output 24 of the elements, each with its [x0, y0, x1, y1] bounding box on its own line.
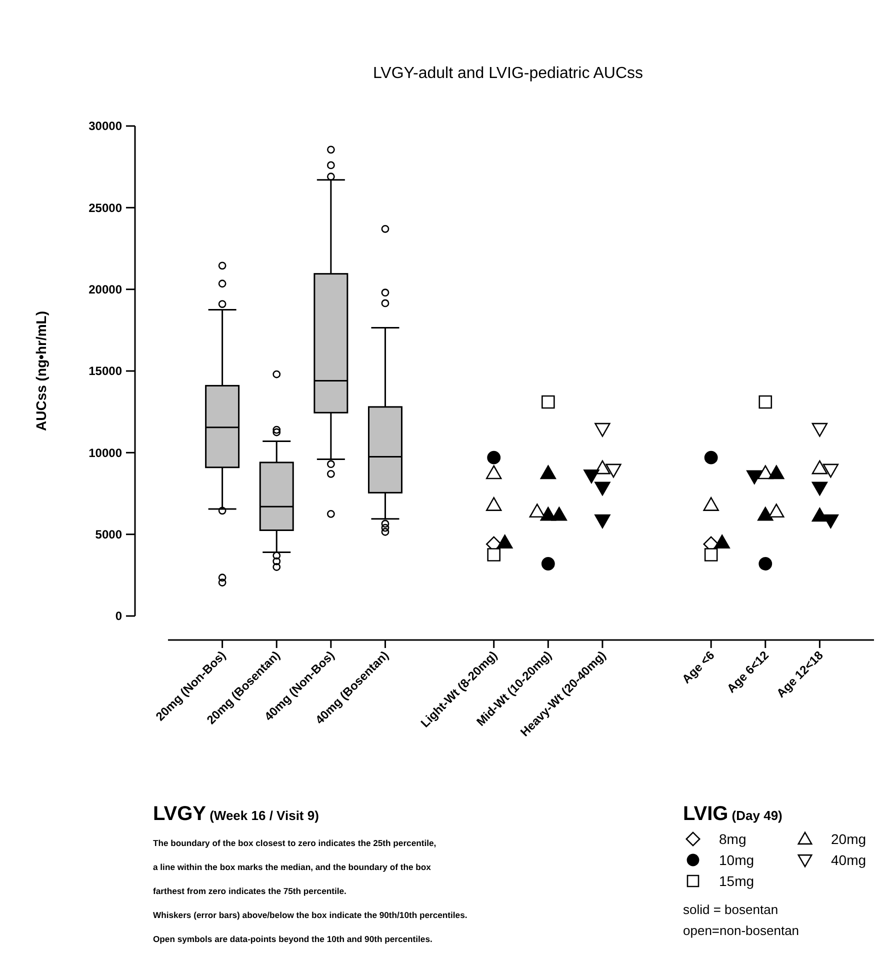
text: Open symbols are data-points beyond the 10th and 90th percentiles.	[153, 934, 432, 944]
legend-label: 40mg	[831, 852, 866, 868]
text: solid = bosentan	[683, 902, 778, 917]
chart-title: LVGY-adult and LVIG-pediatric AUCss	[372, 65, 644, 82]
legend-label: 20mg	[831, 830, 866, 847]
y-tick-label: 0	[115, 609, 122, 624]
legend-label: 10mg	[719, 852, 754, 868]
y-tick-label: 30000	[88, 119, 122, 134]
y-tick-label: 20000	[88, 282, 122, 297]
legend-title: LVIG (Day 49)	[683, 803, 782, 825]
y-tick-label: 10000	[88, 446, 122, 460]
text: open=non-bosentan	[683, 923, 800, 938]
y-axis-title: AUCss (ng•hr/mL)	[33, 310, 49, 432]
text: The boundary of the box closest to zero indicates the 25th percentile,	[153, 838, 436, 848]
text: LVGY (Week 16 / Visit 9)	[153, 803, 319, 825]
y-tick-label: 5000	[95, 528, 122, 542]
legend-label: 15mg	[719, 872, 754, 889]
x-tick-label: Age <6	[679, 648, 718, 686]
y-tick-label: 15000	[88, 364, 122, 378]
legend-label: 8mg	[719, 830, 746, 847]
text: farthest from zero indicates the 75th percentile.	[153, 886, 346, 896]
y-tick-label: 25000	[88, 200, 122, 215]
text: a line within the box marks the median, and the boundary of the box	[153, 862, 432, 872]
text: Whiskers (error bars) above/below the box indicate the 90th/10th percentiles.	[153, 910, 468, 920]
